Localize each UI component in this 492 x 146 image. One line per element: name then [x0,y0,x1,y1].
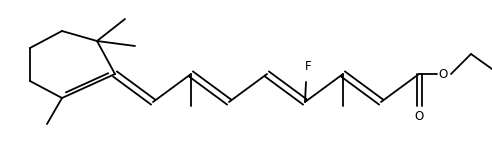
Text: O: O [438,67,448,80]
Text: F: F [305,60,311,73]
Text: O: O [414,110,424,122]
